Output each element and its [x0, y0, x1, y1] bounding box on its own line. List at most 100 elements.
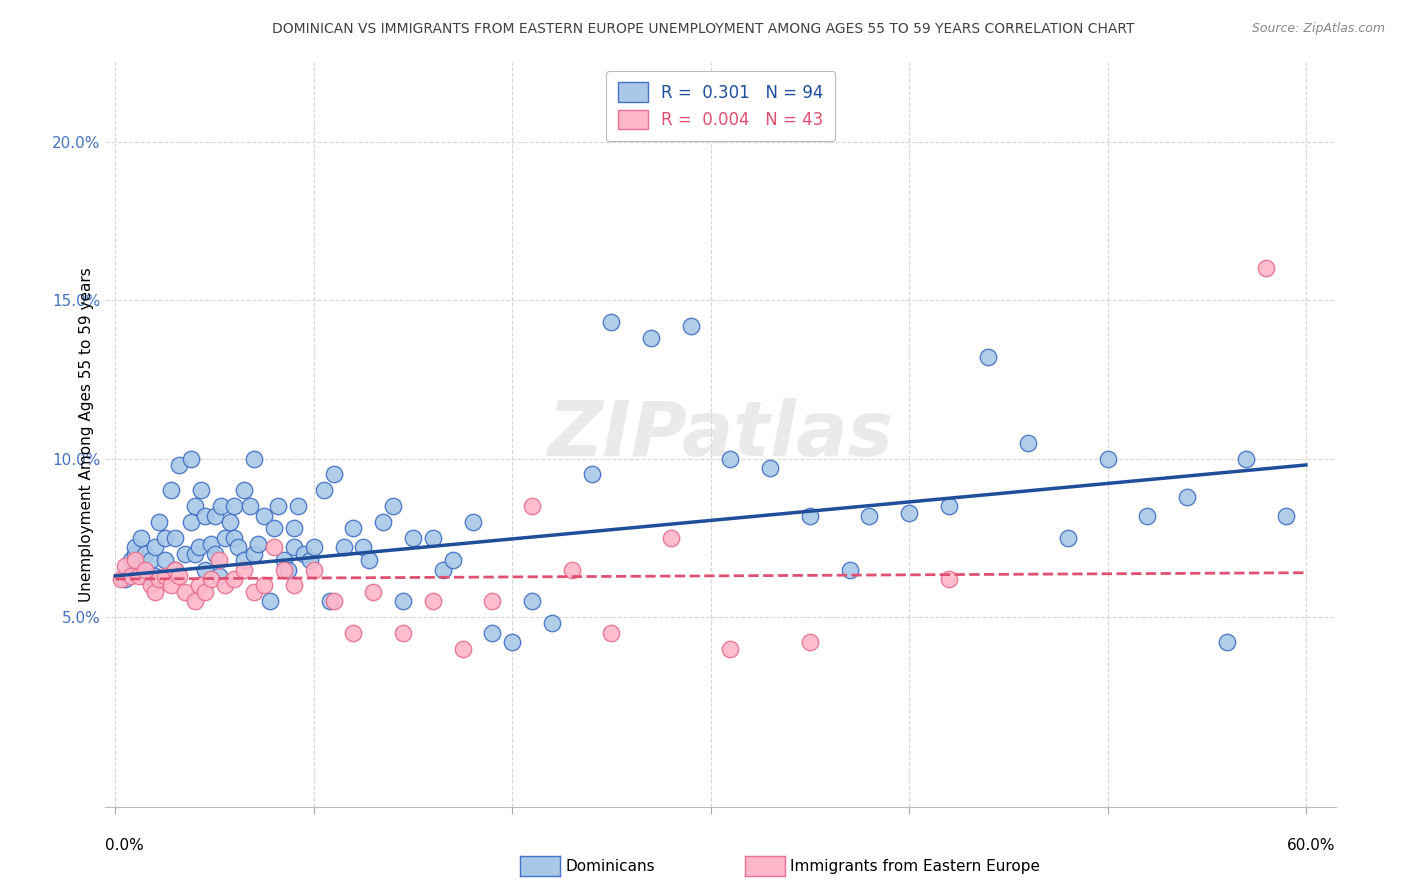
Point: [318, 594, 340, 608]
Text: Immigrants from Eastern Europe: Immigrants from Eastern Europe: [790, 859, 1040, 873]
Point: [187, 578, 209, 592]
Point: [153, 553, 176, 567]
Point: [1275, 508, 1298, 523]
Point: [134, 547, 156, 561]
Point: [124, 547, 146, 561]
Point: [204, 547, 226, 561]
Point: [263, 521, 285, 535]
Point: [858, 508, 880, 523]
Point: [110, 572, 132, 586]
Point: [163, 563, 186, 577]
Point: [720, 451, 742, 466]
Point: [481, 594, 503, 608]
Point: [139, 578, 162, 592]
Point: [432, 563, 454, 577]
Text: DOMINICAN VS IMMIGRANTS FROM EASTERN EUROPE UNEMPLOYMENT AMONG AGES 55 TO 59 YEA: DOMINICAN VS IMMIGRANTS FROM EASTERN EUR…: [271, 22, 1135, 37]
Point: [520, 499, 543, 513]
Point: [312, 483, 335, 498]
Point: [194, 584, 217, 599]
Point: [233, 553, 256, 567]
Point: [184, 499, 207, 513]
Point: [1017, 435, 1039, 450]
Point: [163, 531, 186, 545]
Point: [322, 594, 344, 608]
Point: [263, 541, 285, 555]
Point: [247, 537, 270, 551]
Point: [359, 553, 381, 567]
Point: [259, 594, 281, 608]
Point: [224, 531, 246, 545]
Point: [194, 563, 217, 577]
Point: [143, 541, 166, 555]
Text: ZIPatlas: ZIPatlas: [547, 398, 894, 472]
Text: 0.0%: 0.0%: [105, 838, 145, 854]
Point: [243, 584, 266, 599]
Point: [382, 499, 405, 513]
Point: [139, 553, 162, 567]
Point: [898, 506, 921, 520]
Point: [441, 553, 464, 567]
Legend: R =  0.301   N = 94, R =  0.004   N = 43: R = 0.301 N = 94, R = 0.004 N = 43: [606, 70, 835, 141]
Point: [1136, 508, 1159, 523]
Point: [581, 467, 603, 482]
Point: [148, 572, 170, 586]
Point: [600, 315, 623, 329]
Point: [253, 578, 276, 592]
Point: [332, 541, 354, 555]
Point: [160, 483, 183, 498]
Point: [224, 499, 246, 513]
Point: [148, 515, 170, 529]
Point: [451, 641, 474, 656]
Point: [173, 547, 195, 561]
Point: [243, 451, 266, 466]
Point: [342, 626, 364, 640]
Point: [239, 499, 262, 513]
Point: [204, 508, 226, 523]
Point: [373, 515, 395, 529]
Point: [114, 572, 136, 586]
Point: [194, 508, 217, 523]
Point: [352, 541, 374, 555]
Point: [1175, 490, 1198, 504]
Point: [173, 584, 195, 599]
Point: [298, 553, 321, 567]
Point: [977, 350, 1000, 364]
Point: [207, 569, 229, 583]
Point: [180, 515, 202, 529]
Point: [342, 521, 364, 535]
Point: [1056, 531, 1078, 545]
Point: [214, 531, 236, 545]
Point: [190, 483, 212, 498]
Point: [243, 547, 266, 561]
Text: 60.0%: 60.0%: [1288, 838, 1336, 854]
Text: Dominicans: Dominicans: [565, 859, 655, 873]
Point: [143, 584, 166, 599]
Point: [134, 569, 156, 583]
Point: [277, 563, 299, 577]
Point: [134, 563, 156, 577]
Point: [392, 594, 415, 608]
Point: [938, 499, 960, 513]
Point: [838, 563, 860, 577]
Point: [679, 318, 702, 333]
Point: [187, 541, 209, 555]
Point: [124, 541, 146, 555]
Point: [520, 594, 543, 608]
Point: [799, 635, 821, 649]
Point: [1234, 451, 1257, 466]
Point: [200, 537, 222, 551]
Point: [184, 547, 207, 561]
Point: [481, 626, 503, 640]
Point: [292, 547, 315, 561]
Point: [120, 569, 142, 583]
Point: [207, 553, 229, 567]
Point: [541, 616, 564, 631]
Text: Source: ZipAtlas.com: Source: ZipAtlas.com: [1251, 22, 1385, 36]
Point: [392, 626, 415, 640]
Point: [120, 553, 142, 567]
Point: [600, 626, 623, 640]
Point: [659, 531, 682, 545]
Point: [283, 521, 305, 535]
Point: [167, 458, 190, 472]
Point: [759, 461, 782, 475]
